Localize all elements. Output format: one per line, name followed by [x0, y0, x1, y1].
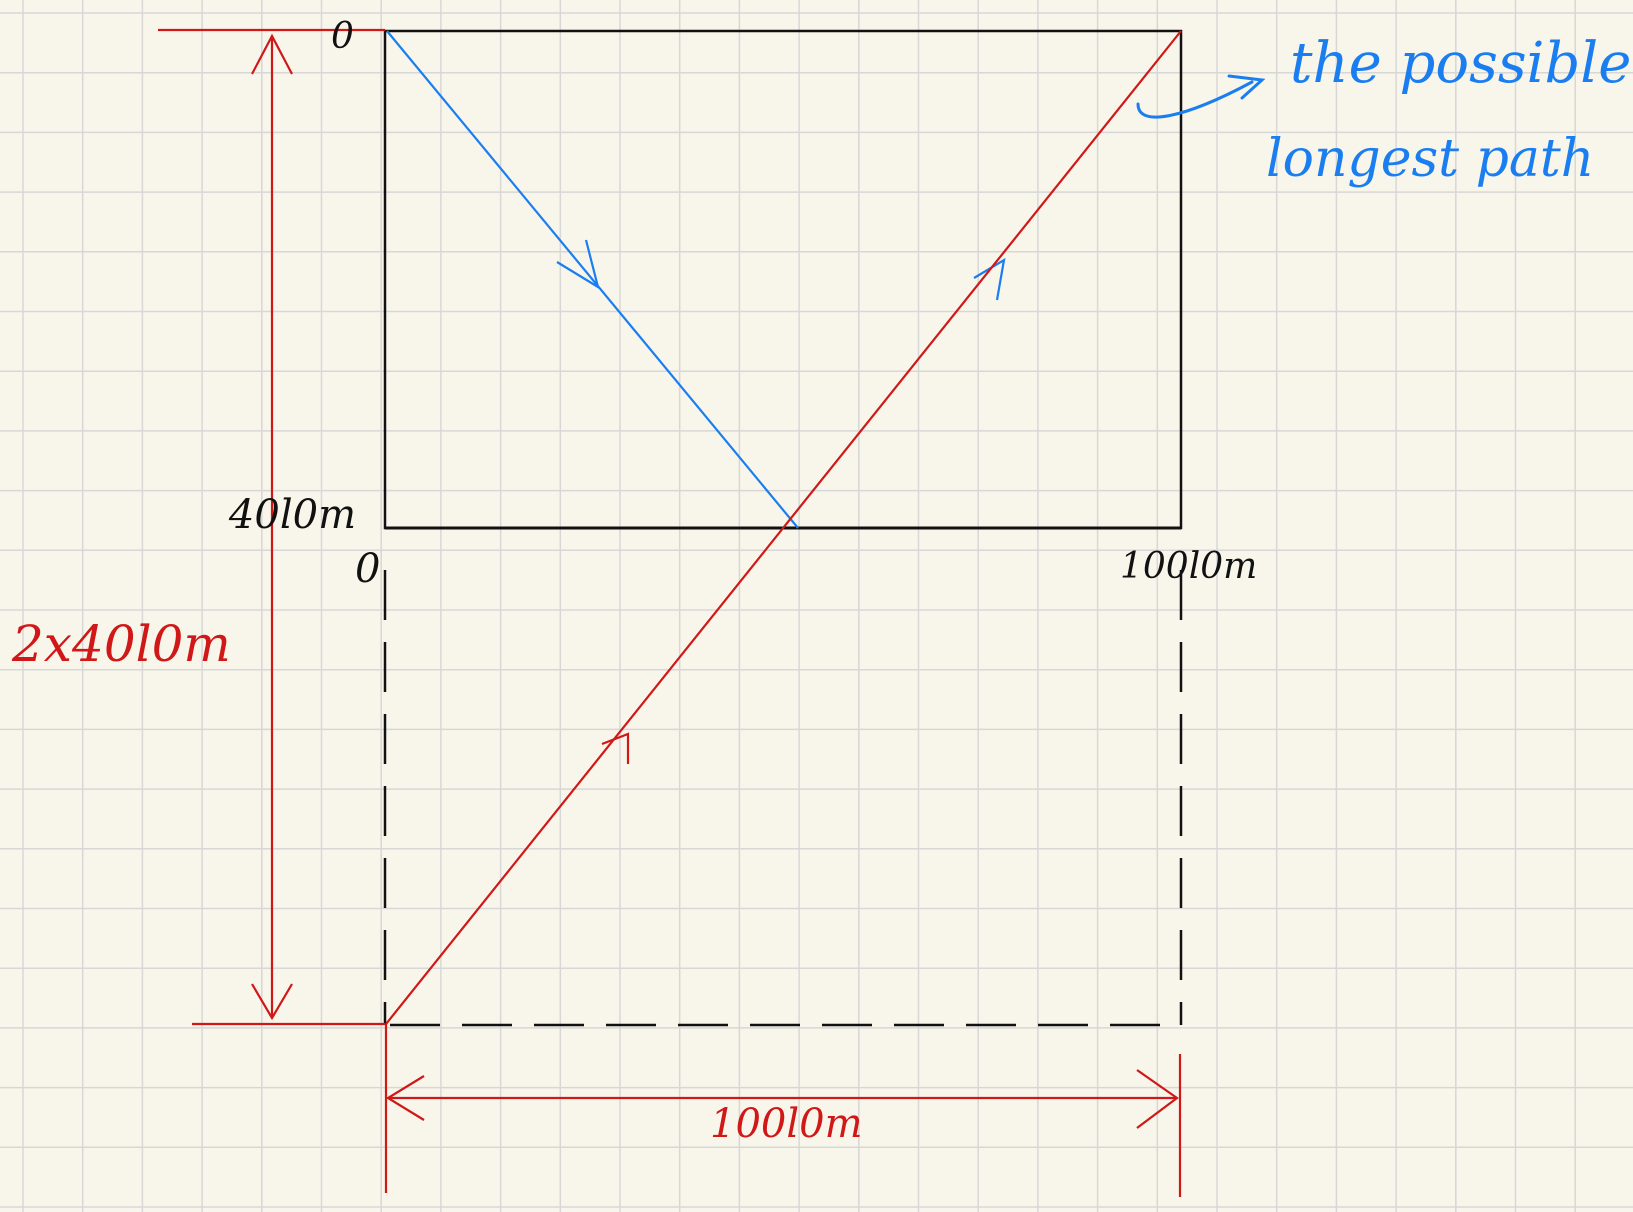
- annotation-line1: the possible: [1290, 31, 1631, 96]
- pool-width-label: 100l0m: [1120, 546, 1257, 587]
- origin-zero-label: 0: [355, 546, 380, 592]
- red-straight-path: [385, 30, 1182, 1025]
- horizontal-dimension-left-arrow: [385, 1075, 425, 1121]
- annotation-pointer-curve: [1136, 80, 1254, 119]
- blue-reflected-path: [386, 30, 1006, 529]
- pool-length-label: 40l0m: [228, 492, 356, 538]
- horizontal-dimension-right-arrow: [1136, 1069, 1179, 1129]
- annotation-line2: longest path: [1266, 129, 1594, 189]
- blue-direction-arrow: [556, 239, 600, 290]
- width-dimension-label: 100l0m: [710, 1101, 863, 1147]
- red-dimension-lines: [158, 28, 1182, 1197]
- double-length-label: 2x40l0m: [11, 615, 231, 673]
- vertical-dimension-top-arrow: [251, 33, 293, 75]
- vertical-dimension-bottom-arrow: [251, 983, 293, 1021]
- top-zero-label: 0: [331, 16, 354, 57]
- annotation-pointer: [1136, 74, 1266, 119]
- red-direction-arrow: [601, 732, 630, 764]
- mirrored-pool-dashed: [383, 570, 1183, 1027]
- red-diagonal-path: [385, 30, 1182, 1025]
- blue-outgoing-arrow: [973, 257, 1006, 301]
- annotation-pointer-head: [1227, 74, 1266, 100]
- blue-incoming-segment: [386, 30, 799, 529]
